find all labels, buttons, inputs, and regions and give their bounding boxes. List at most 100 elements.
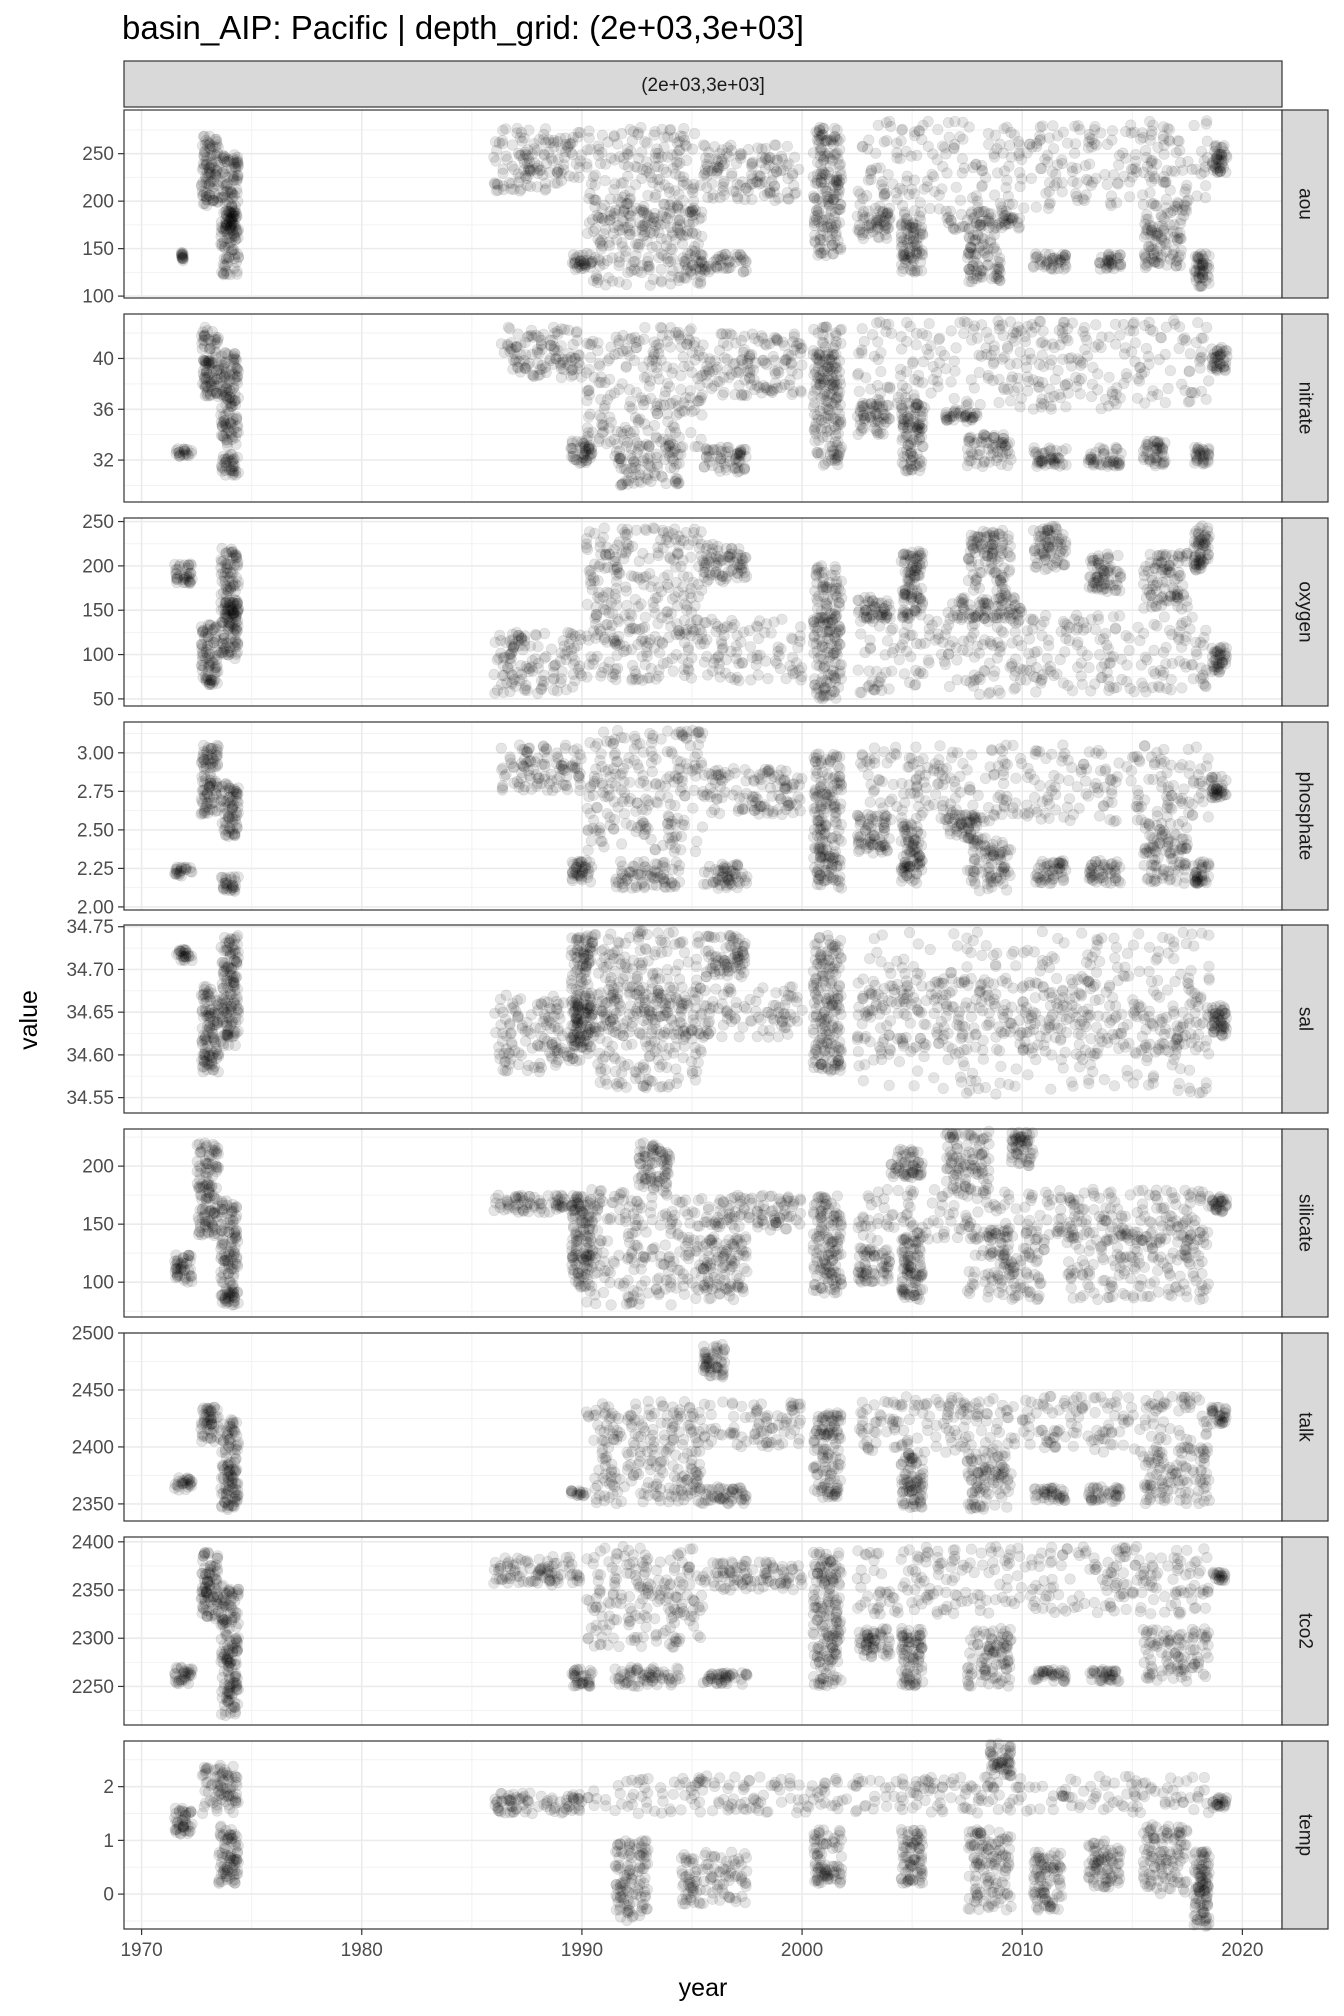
- data-point: [220, 180, 232, 192]
- data-point: [620, 529, 632, 541]
- data-point: [208, 162, 220, 174]
- data-point: [228, 253, 240, 265]
- data-point: [231, 371, 243, 383]
- data-point: [1054, 460, 1066, 472]
- data-point: [595, 376, 607, 389]
- data-point: [204, 660, 216, 672]
- data-point: [857, 192, 869, 205]
- data-point: [731, 178, 743, 190]
- data-point: [688, 127, 701, 140]
- data-point: [649, 152, 662, 164]
- data-point: [675, 225, 687, 237]
- data-point: [207, 141, 219, 153]
- data-point: [176, 249, 188, 261]
- data-point: [490, 136, 502, 148]
- data-point: [228, 149, 240, 161]
- data-point: [1200, 180, 1212, 192]
- data-point: [201, 194, 213, 206]
- data-point: [196, 164, 209, 176]
- data-point: [809, 421, 821, 433]
- data-point: [209, 134, 221, 146]
- data-point: [662, 569, 674, 581]
- data-point: [1087, 176, 1099, 188]
- data-point: [830, 348, 842, 360]
- data-point: [698, 656, 711, 668]
- data-point: [199, 159, 211, 171]
- data-point: [1037, 325, 1049, 337]
- data-point: [196, 179, 208, 191]
- data-point: [1211, 166, 1224, 178]
- data-point: [531, 144, 544, 156]
- data-point: [831, 403, 844, 415]
- data-point: [872, 119, 884, 131]
- data-point: [210, 170, 222, 182]
- data-point: [212, 141, 224, 154]
- data-point: [1160, 321, 1172, 333]
- data-point: [1082, 142, 1094, 154]
- data-point: [215, 226, 227, 238]
- data-point: [781, 140, 794, 152]
- data-point: [1066, 317, 1078, 329]
- data-point: [200, 170, 212, 182]
- data-point: [607, 667, 619, 680]
- data-point: [988, 345, 1000, 357]
- data-point: [731, 448, 743, 460]
- data-point: [815, 176, 827, 188]
- data-point: [662, 131, 674, 143]
- data-point: [230, 233, 242, 245]
- data-point: [1137, 132, 1149, 144]
- data-point: [911, 149, 923, 161]
- data-point: [819, 386, 832, 398]
- data-point: [941, 212, 953, 224]
- data-point: [581, 395, 593, 407]
- data-point: [224, 214, 236, 226]
- data-point: [230, 207, 242, 220]
- data-point: [883, 318, 895, 330]
- data-point: [686, 143, 699, 155]
- data-point: [228, 262, 240, 274]
- row-strip-label: aou: [1295, 188, 1316, 220]
- data-point: [230, 157, 242, 169]
- data-point: [665, 620, 677, 633]
- data-point: [650, 448, 663, 460]
- data-point: [834, 133, 846, 145]
- data-point: [207, 175, 219, 187]
- data-point: [629, 593, 642, 606]
- data-point: [1004, 358, 1016, 371]
- data-point: [580, 367, 593, 379]
- data-point: [228, 619, 240, 631]
- data-point: [954, 194, 967, 206]
- data-point: [1110, 398, 1122, 410]
- data-point: [898, 250, 910, 262]
- data-point: [649, 126, 661, 138]
- data-point: [1002, 190, 1014, 202]
- data-point: [220, 259, 232, 271]
- data-point: [1061, 378, 1074, 390]
- data-point: [1143, 171, 1156, 183]
- data-point: [226, 163, 238, 175]
- data-point: [594, 541, 606, 553]
- data-point: [198, 149, 210, 161]
- data-point: [604, 389, 617, 401]
- data-point: [988, 229, 1000, 241]
- data-point: [943, 131, 955, 143]
- data-point: [232, 224, 245, 236]
- data-point: [678, 397, 690, 409]
- data-point: [223, 252, 235, 264]
- data-point: [490, 155, 502, 167]
- data-point: [673, 329, 685, 341]
- data-point: [992, 315, 1004, 327]
- y-tick-label: 150: [82, 239, 114, 260]
- data-point: [211, 171, 223, 183]
- data-point: [220, 206, 232, 218]
- data-point: [218, 269, 230, 281]
- data-point: [729, 674, 741, 686]
- data-point: [813, 434, 825, 446]
- data-point: [692, 590, 705, 603]
- data-point: [988, 356, 1000, 368]
- data-point: [219, 225, 231, 237]
- data-point: [212, 192, 224, 204]
- data-point: [949, 365, 961, 377]
- data-point: [589, 169, 601, 181]
- data-point: [204, 142, 216, 154]
